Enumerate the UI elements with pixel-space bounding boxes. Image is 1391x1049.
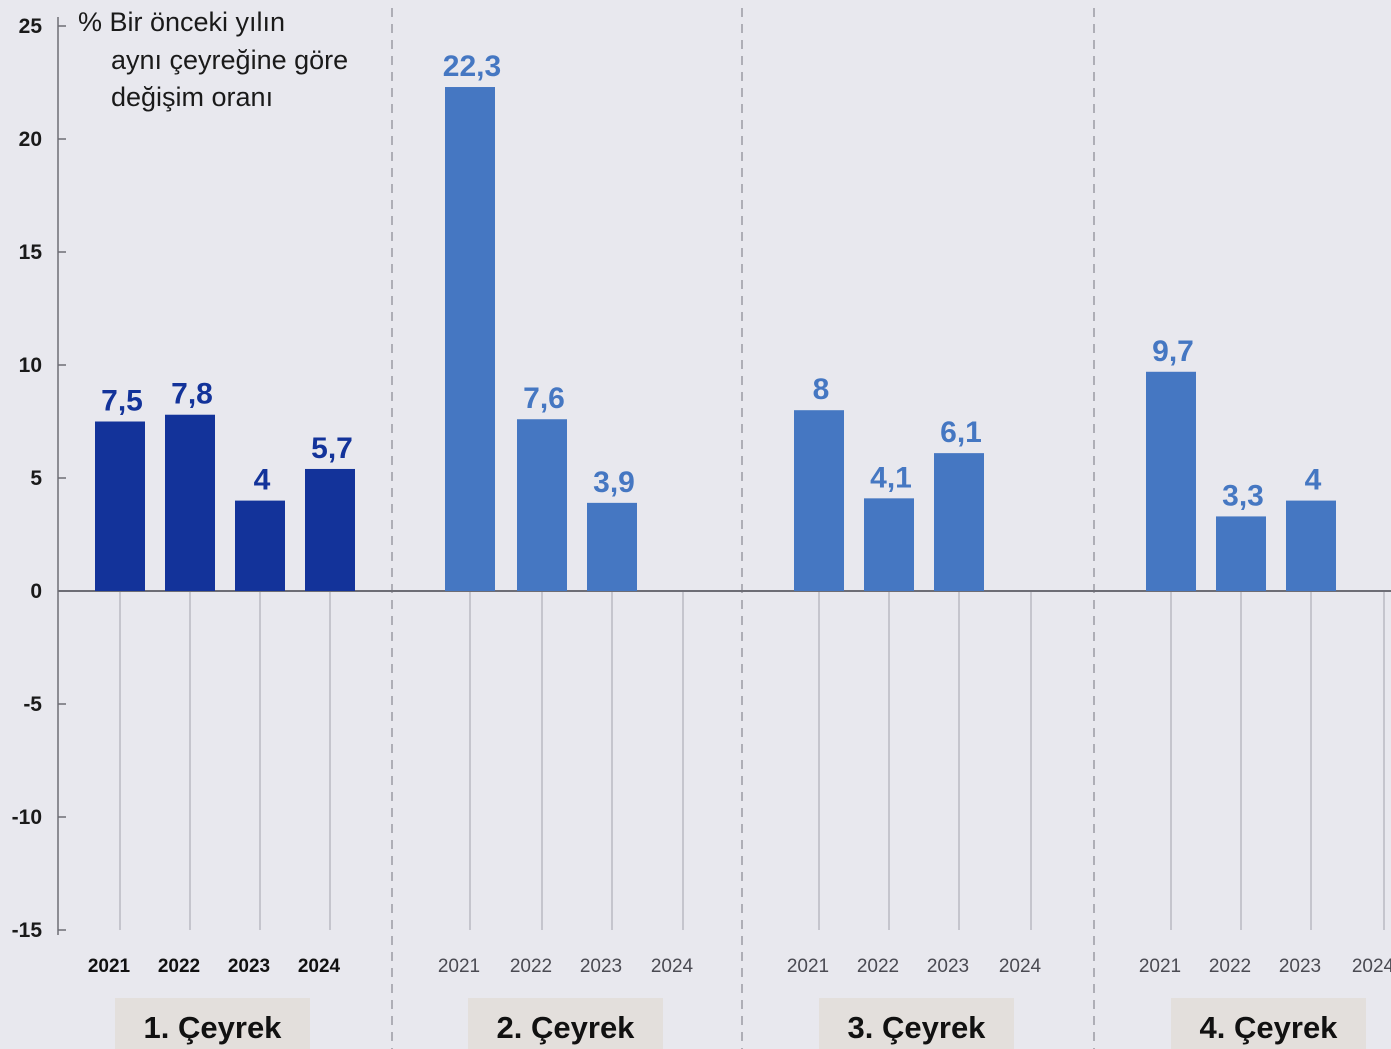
y-tick-label: -15	[12, 919, 43, 942]
x-tick-year-label: 2021	[787, 956, 829, 977]
x-tick-year-label: 2021	[88, 956, 131, 977]
x-tick-year-label: 2022	[1209, 956, 1251, 977]
y-tick-label: 25	[19, 15, 43, 38]
bar-value-label: 5,7	[311, 432, 353, 465]
bar	[1216, 516, 1266, 591]
x-tick-year-label: 2024	[651, 956, 694, 977]
bar-value-label: 7,8	[171, 378, 213, 411]
bar-value-label: 3,3	[1222, 479, 1264, 512]
y-tick-label: 0	[30, 580, 42, 603]
bar-value-label: 7,6	[523, 382, 565, 415]
bar-value-label: 3,9	[593, 466, 635, 499]
bar	[235, 500, 285, 591]
x-tick-year-label: 2022	[857, 956, 899, 977]
quarter-label-box	[1171, 998, 1366, 1049]
x-tick-year-label: 2024	[1352, 956, 1391, 977]
x-tick-year-label: 2021	[1139, 956, 1181, 977]
x-tick-year-label: 2023	[927, 956, 969, 977]
quarter-label: 1. Çeyrek	[144, 1010, 283, 1045]
y-tick-label: -5	[23, 693, 42, 716]
x-tick-year-label: 2022	[510, 956, 552, 977]
quarter-label: 4. Çeyrek	[1200, 1010, 1339, 1045]
bar-value-label: 9,7	[1152, 335, 1194, 368]
bar	[587, 502, 637, 591]
y-tick-label: 20	[19, 128, 42, 151]
bar-value-label: 8	[813, 373, 830, 406]
bar-value-label: 4	[254, 464, 271, 497]
y-tick-label: 15	[19, 241, 43, 264]
x-tick-year-label: 2023	[1279, 956, 1321, 977]
quarter-label-box	[115, 998, 310, 1049]
bar	[305, 468, 355, 591]
y-tick-label: -10	[12, 806, 42, 829]
quarter-label: 2. Çeyrek	[497, 1010, 636, 1045]
quarter-label: 3. Çeyrek	[848, 1010, 987, 1045]
bar	[1146, 371, 1196, 591]
y-tick-label: 5	[30, 467, 42, 490]
y-tick-label: 10	[19, 354, 42, 377]
bar	[794, 410, 844, 591]
x-tick-year-label: 2024	[999, 956, 1042, 977]
bar	[95, 421, 145, 591]
x-tick-year-label: 2023	[580, 956, 622, 977]
bar	[1286, 500, 1336, 591]
bar	[864, 498, 914, 591]
quarter-label-box	[468, 998, 663, 1049]
bar	[165, 414, 215, 591]
quarter-label-box	[819, 998, 1014, 1049]
bar	[934, 453, 984, 591]
bar-value-label: 4,1	[870, 461, 912, 494]
x-tick-year-label: 2022	[158, 956, 200, 977]
bar-value-label: 4	[1305, 464, 1322, 497]
axis-note-line: aynı çeyreğine göre	[111, 45, 348, 75]
bar	[517, 419, 567, 591]
bar-value-label: 7,5	[101, 385, 143, 418]
axis-note-line: % Bir önceki yılın	[78, 7, 285, 37]
bar	[445, 87, 495, 592]
x-tick-year-label: 2024	[298, 956, 341, 977]
bar-value-label: 22,3	[443, 50, 501, 83]
bar-value-label: 6,1	[940, 416, 982, 449]
x-tick-year-label: 2021	[438, 956, 480, 977]
axis-note-line: değişim oranı	[111, 82, 273, 112]
x-tick-year-label: 2023	[228, 956, 270, 977]
